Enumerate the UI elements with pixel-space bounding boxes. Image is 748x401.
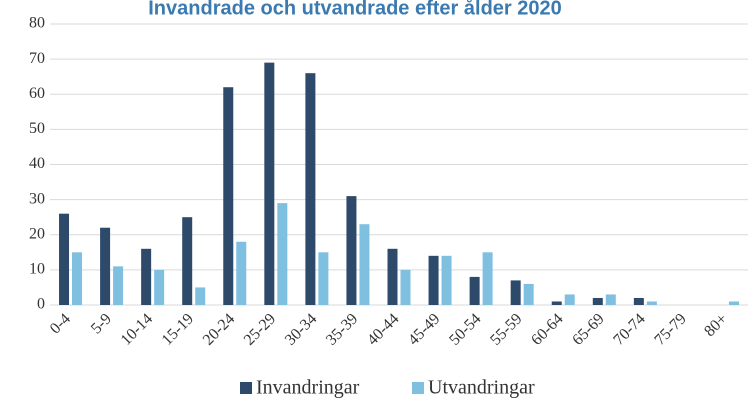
y-tick-label: 10: [29, 261, 45, 278]
y-tick-label: 50: [29, 120, 45, 137]
x-tick-label: 20-24: [200, 310, 238, 348]
bar: [236, 241, 247, 305]
bar: [141, 248, 152, 305]
bar: [154, 269, 165, 305]
bar: [223, 87, 234, 305]
bar: [523, 283, 534, 305]
bar: [359, 224, 370, 305]
x-tick-label: 0-4: [47, 310, 74, 337]
bar: [592, 297, 603, 305]
bar: [605, 294, 616, 305]
bar: [305, 73, 316, 305]
y-tick-label: 0: [37, 296, 45, 313]
y-tick-label: 40: [29, 155, 45, 172]
bar: [318, 252, 329, 305]
bar: [510, 280, 521, 305]
x-tick-label: 70-74: [610, 310, 648, 348]
bar: [346, 196, 357, 305]
y-tick-label: 60: [29, 85, 45, 102]
bar: [195, 287, 206, 305]
legend-swatch: [412, 382, 424, 394]
x-tick-label: 50-54: [446, 310, 484, 348]
y-tick-label: 80: [29, 15, 45, 32]
bar: [428, 255, 439, 305]
y-tick-label: 20: [29, 225, 45, 242]
bar: [646, 301, 657, 305]
bar: [72, 252, 83, 305]
bar: [182, 217, 193, 305]
legend-label: Invandringar: [256, 377, 360, 399]
x-tick-label: 15-19: [159, 310, 197, 348]
bar: [551, 301, 562, 305]
x-tick-label: 75-79: [651, 310, 689, 348]
x-tick-label: 65-69: [569, 310, 607, 348]
x-tick-label: 35-39: [323, 310, 361, 348]
bar: [100, 227, 111, 305]
legend-swatch: [240, 382, 252, 394]
bar: [728, 301, 739, 305]
bar: [469, 276, 480, 305]
bar: [113, 266, 124, 305]
y-tick-label: 30: [29, 190, 45, 207]
x-tick-label: 30-34: [282, 310, 320, 348]
x-tick-label: 5-9: [88, 310, 115, 337]
bar: [59, 213, 70, 305]
x-tick-label: 80+: [701, 310, 731, 340]
chart-title: Invandrade och utvandrade efter ålder 20…: [148, 0, 562, 19]
bar: [482, 252, 493, 305]
bar: [441, 255, 452, 305]
x-tick-label: 45-49: [405, 310, 443, 348]
bar: [387, 248, 398, 305]
x-tick-label: 40-44: [364, 310, 402, 348]
bar: [400, 269, 411, 305]
legend-label: Utvandringar: [428, 377, 535, 399]
x-tick-label: 25-29: [241, 310, 279, 348]
bar: [564, 294, 575, 305]
bar: [277, 203, 288, 305]
bar: [633, 297, 644, 305]
y-tick-label: 70: [29, 50, 45, 67]
x-tick-label: 60-64: [528, 310, 566, 348]
x-tick-label: 10-14: [118, 310, 156, 348]
bar: [264, 62, 275, 306]
x-tick-label: 55-59: [487, 310, 525, 348]
